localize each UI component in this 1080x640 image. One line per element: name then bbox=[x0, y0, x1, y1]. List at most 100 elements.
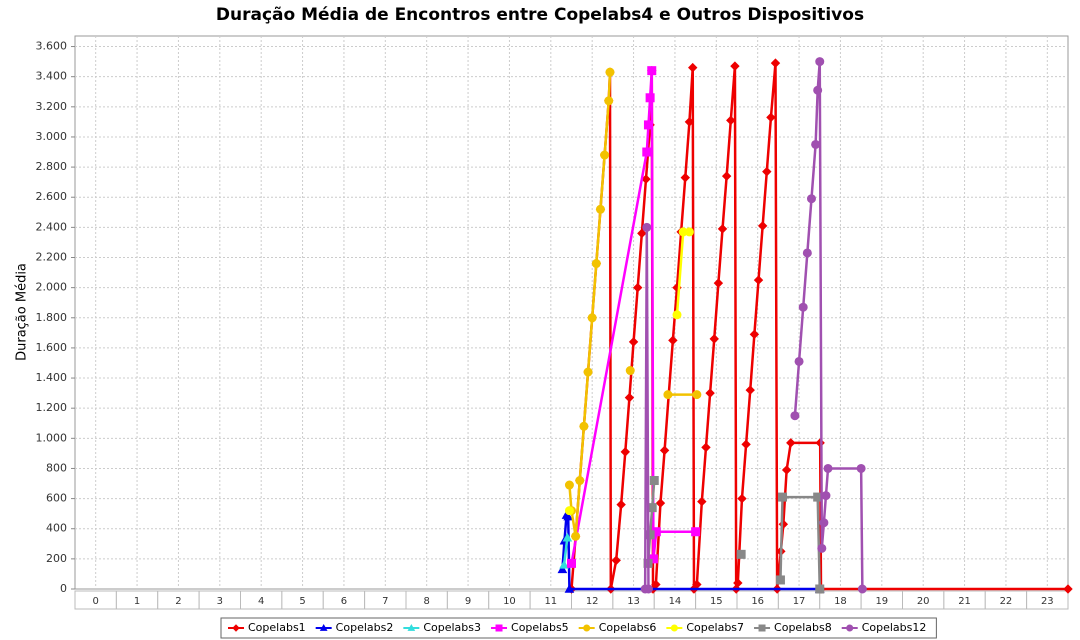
x-tick-label: 4 bbox=[258, 596, 264, 607]
marker bbox=[713, 278, 724, 288]
y-tick-label: 1.000 bbox=[36, 431, 68, 444]
marker bbox=[766, 112, 776, 123]
marker bbox=[794, 356, 804, 366]
marker bbox=[562, 532, 573, 542]
marker bbox=[575, 476, 585, 486]
y-tick-label: 1.800 bbox=[36, 311, 68, 324]
marker bbox=[680, 172, 690, 183]
marker bbox=[709, 334, 719, 344]
marker bbox=[647, 503, 657, 513]
y-tick-label: 200 bbox=[46, 552, 67, 565]
marker bbox=[583, 367, 593, 377]
marker bbox=[559, 559, 569, 569]
marker bbox=[647, 66, 657, 76]
marker bbox=[815, 57, 825, 67]
x-tick-label: 16 bbox=[751, 596, 764, 607]
x-tick-label: 15 bbox=[710, 596, 723, 607]
marker bbox=[745, 385, 755, 395]
marker bbox=[815, 584, 825, 594]
x-tick-box bbox=[1026, 590, 1069, 610]
y-tick-label: 2.400 bbox=[36, 220, 68, 233]
marker bbox=[628, 337, 639, 347]
marker bbox=[684, 227, 694, 237]
marker bbox=[655, 498, 666, 508]
marker bbox=[595, 204, 605, 214]
marker bbox=[668, 335, 678, 346]
marker bbox=[625, 366, 635, 376]
y-axis-label: Duração Média bbox=[15, 263, 30, 361]
marker bbox=[605, 67, 615, 77]
x-tick-label: 18 bbox=[834, 596, 847, 607]
marker bbox=[749, 329, 760, 340]
marker bbox=[319, 623, 328, 631]
marker bbox=[637, 228, 647, 239]
marker bbox=[495, 624, 503, 632]
y-tick-label: 2.800 bbox=[36, 160, 68, 173]
marker bbox=[770, 58, 781, 68]
marker bbox=[733, 578, 743, 588]
marker bbox=[737, 493, 747, 504]
x-tick-label: 13 bbox=[627, 596, 640, 607]
marker bbox=[643, 584, 653, 594]
marker bbox=[846, 624, 854, 632]
x-tick-label: 2 bbox=[175, 596, 181, 607]
marker bbox=[564, 583, 575, 593]
marker bbox=[753, 275, 764, 285]
marker bbox=[672, 310, 682, 320]
x-tick-label: 8 bbox=[424, 596, 430, 607]
marker bbox=[798, 302, 808, 312]
marker bbox=[604, 96, 614, 106]
marker bbox=[781, 465, 792, 475]
legend-label: Copelabs12 bbox=[862, 621, 927, 634]
x-tick-label: 19 bbox=[875, 596, 888, 607]
x-tick-label: 20 bbox=[917, 596, 930, 607]
marker bbox=[741, 439, 751, 450]
x-tick-label: 5 bbox=[299, 596, 305, 607]
y-tick-label: 800 bbox=[46, 461, 67, 474]
marker bbox=[564, 506, 574, 516]
legend-label: Copelabs8 bbox=[774, 621, 832, 634]
y-tick-label: 3.600 bbox=[36, 40, 68, 53]
marker bbox=[856, 463, 866, 473]
y-tick-label: 600 bbox=[46, 492, 67, 505]
marker bbox=[1063, 584, 1073, 594]
y-tick-label: 2.000 bbox=[36, 281, 68, 294]
x-tick-label: 6 bbox=[341, 596, 347, 607]
marker bbox=[583, 624, 591, 632]
marker bbox=[571, 531, 581, 541]
marker bbox=[821, 491, 831, 501]
marker bbox=[649, 476, 659, 486]
marker bbox=[563, 511, 574, 521]
x-tick-label: 17 bbox=[793, 596, 806, 607]
marker bbox=[762, 166, 772, 177]
marker bbox=[692, 390, 702, 400]
marker bbox=[643, 120, 653, 130]
marker bbox=[591, 259, 601, 269]
marker bbox=[790, 411, 800, 421]
marker bbox=[697, 496, 707, 507]
legend: Copelabs1 Copelabs2 Copelabs3 Copelabs5 Cope… bbox=[220, 617, 937, 639]
y-tick-label: 3.400 bbox=[36, 70, 68, 83]
marker bbox=[407, 623, 416, 631]
marker bbox=[642, 147, 652, 157]
x-tick-label: 12 bbox=[586, 596, 599, 607]
x-tick-label: 7 bbox=[382, 596, 388, 607]
marker bbox=[813, 85, 823, 95]
marker bbox=[786, 438, 796, 448]
legend-label: Copelabs5 bbox=[511, 621, 569, 634]
marker bbox=[587, 313, 597, 323]
marker bbox=[717, 224, 728, 234]
marker bbox=[857, 584, 867, 594]
marker bbox=[232, 624, 240, 632]
marker bbox=[823, 463, 833, 473]
legend-label: Copelabs3 bbox=[423, 621, 481, 634]
y-tick-label: 3.200 bbox=[36, 100, 68, 113]
series-line bbox=[562, 537, 569, 566]
marker bbox=[817, 543, 827, 553]
x-tick-label: 3 bbox=[217, 596, 223, 607]
marker bbox=[757, 221, 768, 231]
x-tick-label: 11 bbox=[544, 596, 557, 607]
marker bbox=[701, 442, 711, 453]
x-tick-label: 14 bbox=[669, 596, 682, 607]
